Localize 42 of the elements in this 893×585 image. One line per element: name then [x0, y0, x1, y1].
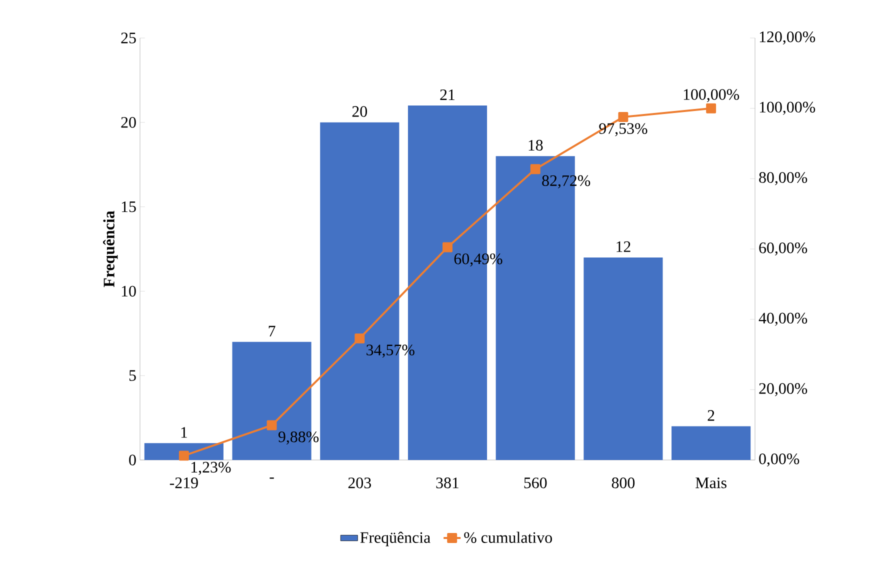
point: [354, 333, 365, 344]
legend-label: Freqüência: [360, 532, 430, 546]
y2-tick-label: 100,00%: [760, 102, 816, 115]
y-tick-label: 25: [121, 32, 136, 44]
y-tick-label: 20: [121, 117, 136, 128]
data-label: 1,23%: [192, 462, 231, 475]
x-tick-label: 800: [612, 478, 635, 488]
x-tick-label: 203: [348, 478, 371, 488]
data-label: 20: [352, 106, 367, 117]
x-tick-label: -: [270, 478, 274, 479]
data-label: 21: [440, 89, 455, 100]
point: [178, 450, 189, 461]
y-tick-label: 0: [129, 454, 136, 466]
data-label: 100,00%: [684, 89, 740, 102]
y2-tick-label: 80,00%: [759, 172, 808, 186]
x-tick-label: 560: [524, 478, 547, 488]
data-label: 1: [181, 427, 187, 438]
data-label: 18: [528, 140, 543, 151]
data-label: 2: [708, 410, 714, 421]
y-tick-label: 15: [122, 201, 136, 212]
point: [442, 242, 452, 252]
data-label: 7: [268, 326, 276, 336]
bar: [584, 257, 663, 460]
point: [266, 420, 277, 430]
y-axis-title: Frequência: [103, 210, 118, 288]
point: [618, 112, 628, 122]
point: [530, 164, 540, 174]
bar: [672, 426, 751, 460]
legend-label: % cumulativo: [464, 532, 552, 543]
y2-tick-label: 20,00%: [759, 383, 808, 396]
x-tick-label: -219: [170, 478, 198, 488]
y-tick-label: 5: [129, 370, 136, 381]
data-label: 97,53%: [599, 123, 648, 136]
x-tick-label: 381: [436, 478, 458, 488]
data-label: 12: [616, 241, 630, 252]
y2-tick-label: 40,00%: [758, 312, 808, 326]
x-tick-label: Mais: [696, 478, 726, 488]
y2-tick-label: 60,00%: [759, 242, 808, 256]
point: [706, 103, 716, 114]
y2-tick-label: 0,00%: [759, 453, 800, 467]
y2-tick-label: 120,00%: [760, 31, 816, 45]
y-tick-label: 10: [122, 286, 136, 297]
